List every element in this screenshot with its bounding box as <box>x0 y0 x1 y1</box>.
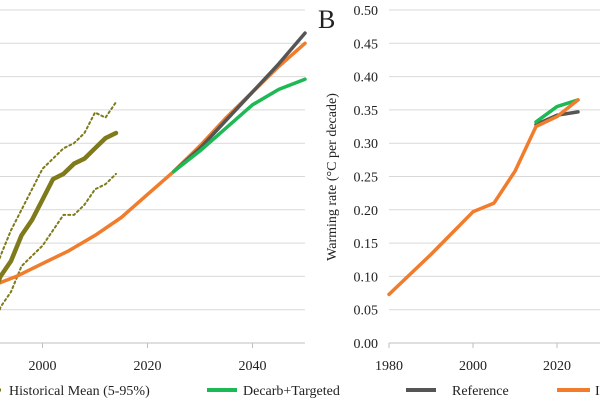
legend-item-historical: Historical Mean (5-95%) <box>0 384 150 399</box>
panel-a-chart: 2000 2020 2040 <box>0 9 307 374</box>
panel-b-y-tick-label: 0.50 <box>354 4 379 19</box>
panel-b-x-tick-labels: 1980 2000 2020 <box>375 343 571 374</box>
panel-b-series <box>387 98 580 297</box>
panel-b-y-tick-label: 0.25 <box>354 171 379 186</box>
legend-item-reference: Reference <box>406 384 509 399</box>
panel-a-series-historical-mean <box>0 130 119 284</box>
panel-b-x-tick-label: 1980 <box>375 359 403 374</box>
panel-a-x-tick-label: 2040 <box>239 359 267 374</box>
panel-a-series <box>0 31 307 313</box>
panel-a-x-tick-labels: 2000 2020 2040 <box>29 343 267 374</box>
panel-b-y-tick-labels: 0.00 0.05 0.10 0.15 0.20 0.25 0.30 0.35 0.40 0.45… <box>354 4 379 352</box>
panel-b-y-tick-label: 0.40 <box>354 71 379 86</box>
panel-b-y-tick-label: 0.35 <box>354 104 379 119</box>
panel-a-series-decarb <box>172 77 307 174</box>
panel-b-y-tick-label: 0.45 <box>354 37 379 52</box>
panel-a-x-tick-label: 2020 <box>134 359 162 374</box>
legend-label-reference: Reference <box>452 384 509 399</box>
panel-b-y-axis-label: Warming rate (°C per decade) <box>325 93 340 261</box>
panel-a-gridlines <box>0 9 305 344</box>
panel-b-series-targeted <box>387 98 580 297</box>
legend: Historical Mean (5-95%) Decarb+Targeted … <box>0 384 600 399</box>
panel-b-x-tick-label: 2020 <box>543 359 571 374</box>
panel-a-series-historical-p95 <box>0 101 117 261</box>
panel-a-x-tick-label: 2000 <box>29 359 57 374</box>
panel-a-series-historical-p5 <box>0 172 117 313</box>
panel-b-y-tick-label: 0.00 <box>354 337 379 352</box>
panel-b-y-tick-label: 0.20 <box>354 204 379 219</box>
panel-b-y-tick-label: 0.15 <box>354 237 379 252</box>
panel-b-chart: B 0.000.050.100.150.200.250.300.350.400.… <box>318 4 600 374</box>
panel-b-y-tick-label: 0.10 <box>354 270 379 285</box>
panel-b-y-tick-label: 0.30 <box>354 137 379 152</box>
panel-b-y-tick-label: 0.05 <box>354 304 379 319</box>
legend-item-targeted: I <box>557 384 600 399</box>
legend-label-decarb: Decarb+Targeted <box>243 384 340 399</box>
panel-b-series-decarb <box>534 98 580 124</box>
panel-b-label: B <box>318 5 335 34</box>
legend-label-targeted-cut: I <box>595 384 600 399</box>
legend-label-historical: Historical Mean (5-95%) <box>9 384 150 399</box>
panel-b-gridlines <box>389 9 600 344</box>
legend-item-decarb: Decarb+Targeted <box>207 384 340 399</box>
panel-b-x-tick-label: 2000 <box>459 359 487 374</box>
